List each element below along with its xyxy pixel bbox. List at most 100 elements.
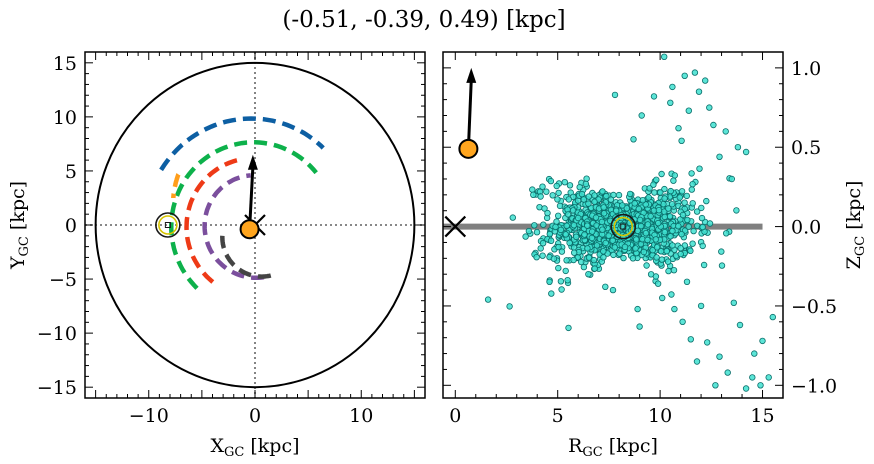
scatter-point [525,227,533,235]
direction-arrow-head [247,154,258,170]
scatter-point [661,185,668,193]
scatter-point [633,236,640,243]
scatter-point [546,278,553,285]
scatter-point [653,244,661,251]
scatter-point [644,221,652,228]
scatter-point [557,226,565,234]
scatter-point [556,202,564,210]
scatter-point [613,207,620,214]
scatter-point [653,176,660,183]
direction-arrow-head [466,67,477,83]
scatter-point [602,283,609,290]
right-y-axis-label-subscript: GC [853,236,868,256]
scatter-point [603,192,610,200]
left-plot-area [85,52,425,398]
scatter-point [685,107,692,114]
scatter-point [566,239,573,247]
scatter-point [593,242,601,249]
scatter-point [621,243,629,251]
scatter-point [620,254,627,262]
scatter-point [677,244,684,252]
scatter-point [575,214,582,222]
scatter-point [724,369,731,376]
scatter-point [734,143,742,151]
scatter-point [555,243,562,251]
scatter-point [570,256,577,264]
spiral-arm-5 [202,173,265,281]
scatter-point [688,170,695,177]
scatter-point [544,209,551,217]
scatter-point [631,200,638,207]
left-x-axis-label-subscript: GC [224,445,244,460]
scatter-point [679,211,687,219]
scatter-point [546,230,553,238]
scatter-point [658,170,665,178]
scatter-point [685,223,692,230]
scatter-point [589,228,596,235]
scatter-point [678,230,685,238]
scatter-point [728,175,735,183]
scatter-point [561,178,568,186]
scatter-point [541,205,548,212]
scatter-point [654,280,662,287]
left-y-axis-label-unit: [kpc] [7,181,29,236]
scatter-point [634,305,641,313]
scatter-point [531,222,538,229]
scatter-point [688,186,695,193]
left-y-axis-label: YGC [kpc] [7,181,32,270]
scatter-point [552,223,559,231]
scatter-point [718,262,726,269]
scatter-point [564,277,571,284]
scatter-point [585,193,592,200]
scatter-point [670,267,678,274]
left-y-tick-label: 0 [65,215,77,237]
scatter-point [543,188,550,195]
scatter-point [678,188,686,195]
scatter-point [667,233,674,240]
scatter-point [687,247,694,254]
scatter-point [697,302,705,310]
scatter-point [716,153,723,160]
right-y-tick-label: −1.0 [791,375,837,397]
direction-arrow-shaft [466,79,473,149]
scatter-point [676,194,683,201]
scatter-point [583,175,590,182]
scatter-point [671,172,678,179]
scatter-point [553,182,560,190]
scatter-point [591,198,598,205]
scatter-point [658,256,666,263]
scatter-point [691,69,699,76]
scatter-point [611,244,618,251]
scatter-point [736,321,744,329]
scatter-point [555,264,562,272]
scatter-point [636,216,644,224]
scatter-point [668,200,676,208]
scatter-point [675,222,682,230]
scatter-point [584,222,591,229]
scatter-point [555,212,562,219]
scatter-point [643,262,650,269]
left-y-axis-label-subscript: GC [17,236,32,256]
scatter-point [642,229,650,237]
right-axes-frame [442,51,784,399]
left-y-tick-label: 10 [53,107,77,129]
scatter-point [765,374,772,381]
scatter-point [581,231,588,238]
scatter-point [718,248,725,255]
sun-marker-ring [158,215,178,235]
sun-marker-center [164,222,171,228]
scatter-point [533,254,540,261]
scatter-point [678,137,685,144]
scatter-point [537,193,544,200]
left-y-tick-label: −10 [37,323,77,345]
scatter-point [661,228,668,236]
scatter-point [600,210,608,217]
left-y-tick-label: 5 [65,161,77,183]
sun-marker-ring [613,216,634,237]
scatter-point [565,324,572,332]
scatter-point [576,183,583,191]
left-x-axis-label: XGC [kpc] [210,435,299,460]
scatter-point [571,249,578,256]
scatter-point [693,208,701,215]
